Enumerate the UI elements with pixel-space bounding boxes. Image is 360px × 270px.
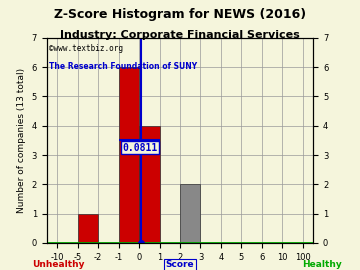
- Text: Healthy: Healthy: [302, 260, 342, 269]
- Text: ©www.textbiz.org: ©www.textbiz.org: [49, 44, 123, 53]
- Bar: [180, 184, 201, 243]
- Text: Industry: Corporate Financial Services: Industry: Corporate Financial Services: [60, 30, 300, 40]
- Text: Score: Score: [166, 260, 194, 269]
- Text: Unhealthy: Unhealthy: [32, 260, 85, 269]
- Text: 0.0811: 0.0811: [122, 143, 157, 153]
- Bar: [118, 67, 139, 243]
- Bar: [139, 126, 159, 243]
- Y-axis label: Number of companies (13 total): Number of companies (13 total): [17, 68, 26, 213]
- Text: The Research Foundation of SUNY: The Research Foundation of SUNY: [49, 62, 198, 72]
- Text: Z-Score Histogram for NEWS (2016): Z-Score Histogram for NEWS (2016): [54, 8, 306, 21]
- Bar: [77, 214, 98, 243]
